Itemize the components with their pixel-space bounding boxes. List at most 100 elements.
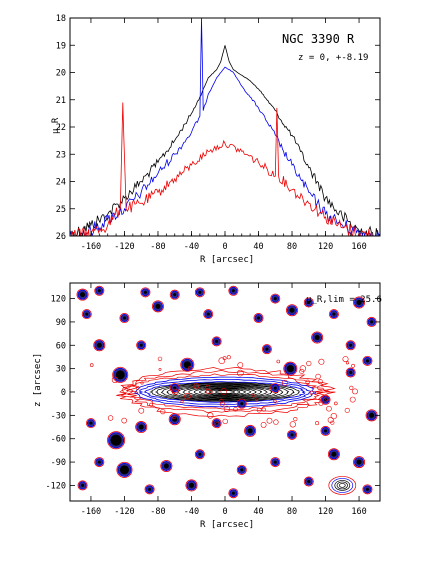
contour-ytick-label: 60 [56, 341, 66, 351]
star-blob-core [110, 434, 122, 446]
noise-contour [349, 396, 356, 403]
profile-xtick-label: 40 [253, 242, 263, 252]
contour-ytick-label: 0 [61, 388, 66, 398]
star-blob-outer [151, 300, 164, 313]
profile-subtitle: z = 0, +-8.19 [298, 53, 368, 63]
star-blob-core [143, 290, 147, 294]
profile-ytick-label: 26 [56, 232, 66, 242]
contour-ytick-label: 120 [51, 295, 66, 305]
star-blob-outer [169, 289, 180, 300]
star-blob-core [314, 335, 320, 340]
contour-xlabel: R [arcsec] [200, 520, 254, 530]
contour-ytick-label: -120 [46, 481, 66, 491]
star-blob-outer [287, 429, 298, 440]
star-blob-core [115, 370, 125, 380]
star-blob-core [89, 421, 93, 425]
star-blob-core [307, 480, 311, 484]
star-blob-outer [119, 313, 130, 324]
galaxy-contour-black [209, 389, 241, 395]
profile-ytick-label: 24 [56, 178, 66, 188]
contour-annotation: μ_R,lim = 25.6 [306, 295, 382, 305]
noise-contour [187, 366, 193, 371]
noise-contour [222, 418, 228, 425]
star-blob-outer [93, 339, 106, 352]
star-blob-outer [320, 425, 331, 436]
profile-ylabel: μ_R [51, 117, 61, 134]
star-blob-core [122, 316, 126, 320]
star-blob-outer [236, 398, 247, 409]
noise-contour [326, 405, 332, 412]
star-blob-outer [236, 464, 247, 475]
galaxy-contour-black [215, 390, 235, 394]
profile-xtick-label: 0 [222, 242, 227, 252]
star-blob-outer [77, 480, 88, 491]
star-blob-core [365, 487, 369, 491]
profile-title: NGC 3390 R [282, 32, 355, 46]
galaxy-contour-black [193, 387, 257, 397]
star-blob-outer [303, 297, 314, 308]
star-blob-outer [283, 361, 298, 376]
noise-contour [208, 390, 213, 394]
star-blob-outer [362, 355, 373, 366]
star-blob-core [155, 303, 161, 309]
star-blob-core [349, 371, 353, 375]
noise-contour [171, 388, 179, 396]
galaxy-contour-blue [134, 376, 316, 408]
profile-ytick-label: 21 [56, 96, 66, 106]
star-blob-core [307, 300, 311, 304]
noise-contour [315, 421, 320, 426]
star-blob-core [324, 429, 328, 433]
star-blob-outer [270, 457, 281, 468]
star-blob-outer [303, 476, 314, 487]
profile-series-1 [70, 45, 380, 236]
profile-ytick-label: 18 [56, 14, 66, 24]
star-blob-outer [311, 331, 324, 344]
noise-contour [273, 399, 277, 404]
star-blob-core [172, 416, 178, 422]
noise-contour [122, 386, 129, 393]
contour-xtick-label: 40 [253, 507, 263, 517]
star-blob-core [370, 320, 374, 324]
star-blob-core [356, 459, 362, 465]
profile-panel: -160 -120 -80 -40 0 40 80 120 160 18 19 20 21 22 23 24… [51, 14, 381, 265]
noise-contour [345, 361, 350, 365]
galaxy-contour-black [188, 386, 263, 398]
noise-contour [89, 363, 94, 367]
contour-ytick-label: 90 [56, 318, 66, 328]
noise-contour [342, 356, 349, 363]
noise-contour [317, 379, 323, 385]
star-blob-outer [194, 287, 205, 298]
star-blob-core [80, 292, 86, 298]
noise-contour [140, 381, 144, 385]
star-blob-core [173, 293, 177, 297]
star-blob-outer [160, 459, 173, 472]
contour-xtick-label: 160 [351, 507, 366, 517]
star-blob-outer [353, 456, 366, 469]
star-blob-core [148, 487, 152, 491]
star-blob-outer [244, 424, 257, 437]
star-blob-outer [353, 296, 366, 309]
noise-contour [149, 402, 153, 407]
contour-ytick-label: -90 [51, 458, 66, 468]
profile-xtick-label: 120 [318, 242, 333, 252]
star-blob-outer [270, 293, 281, 304]
noise-contour [352, 388, 358, 395]
noise-contour [218, 357, 226, 365]
noise-contour [160, 409, 166, 415]
star-blob-core [183, 361, 191, 369]
star-blob-outer [185, 479, 198, 492]
profile-ytick-label: 25 [56, 205, 66, 215]
star-blob-core [273, 460, 277, 464]
noise-contour [315, 373, 321, 380]
galaxy-contour-red [126, 373, 325, 411]
star-blob-core [240, 468, 244, 472]
star-blob-core [215, 339, 219, 343]
star-blob-core [265, 347, 269, 351]
contour-xtick-label: -40 [184, 507, 199, 517]
profile-xtick-label: -120 [114, 242, 134, 252]
profile-ytick-label: 23 [56, 150, 66, 160]
profile-xtick-label: 80 [287, 242, 297, 252]
galaxy-contour-red [116, 367, 336, 417]
star-blob-core [138, 424, 144, 430]
